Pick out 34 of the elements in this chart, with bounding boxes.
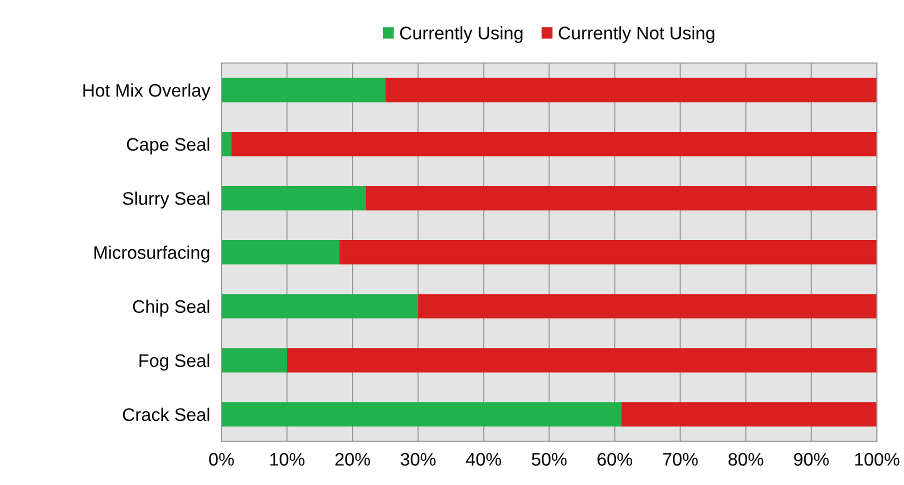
bar: [221, 186, 366, 210]
bar: [385, 78, 877, 102]
bar: [231, 132, 877, 156]
bar: [221, 78, 386, 102]
bar: [339, 240, 877, 264]
x-tick-label: 100%: [855, 452, 900, 466]
y-tick-label: Cape Seal: [126, 138, 210, 154]
bar: [221, 402, 622, 426]
x-tick-label: 40%: [466, 452, 502, 466]
y-tick-label: Hot Mix Overlay: [83, 84, 210, 100]
x-tick-label: 20%: [335, 452, 370, 466]
x-tick-label: 60%: [598, 452, 632, 466]
bar: [221, 294, 418, 318]
y-tick-label: Fog Seal: [140, 354, 210, 371]
y-tick-label: Slurry Seal: [122, 192, 210, 208]
x-tick-label: 10%: [270, 452, 304, 466]
x-tick-label: 30%: [400, 452, 436, 466]
y-tick-label: Chip Seal: [133, 300, 210, 317]
bar: [221, 240, 340, 264]
x-tick-label: 80%: [728, 452, 764, 466]
x-tick-label: 70%: [663, 452, 698, 466]
legend-label: Currently Not Using: [558, 26, 714, 44]
bar: [418, 294, 877, 318]
bar: [366, 186, 877, 210]
x-tick-label: 90%: [794, 452, 829, 466]
bar: [287, 348, 877, 372]
bar: [221, 348, 288, 372]
y-tick-label: Crack Seal: [122, 408, 210, 422]
legend-label: Currently Using: [400, 26, 522, 44]
bar: [621, 402, 877, 426]
y-tick-label: Microsurfacing: [94, 246, 210, 262]
x-tick-label: 50%: [532, 452, 567, 466]
x-tick-label: 0%: [209, 452, 234, 466]
bar: [221, 132, 232, 156]
